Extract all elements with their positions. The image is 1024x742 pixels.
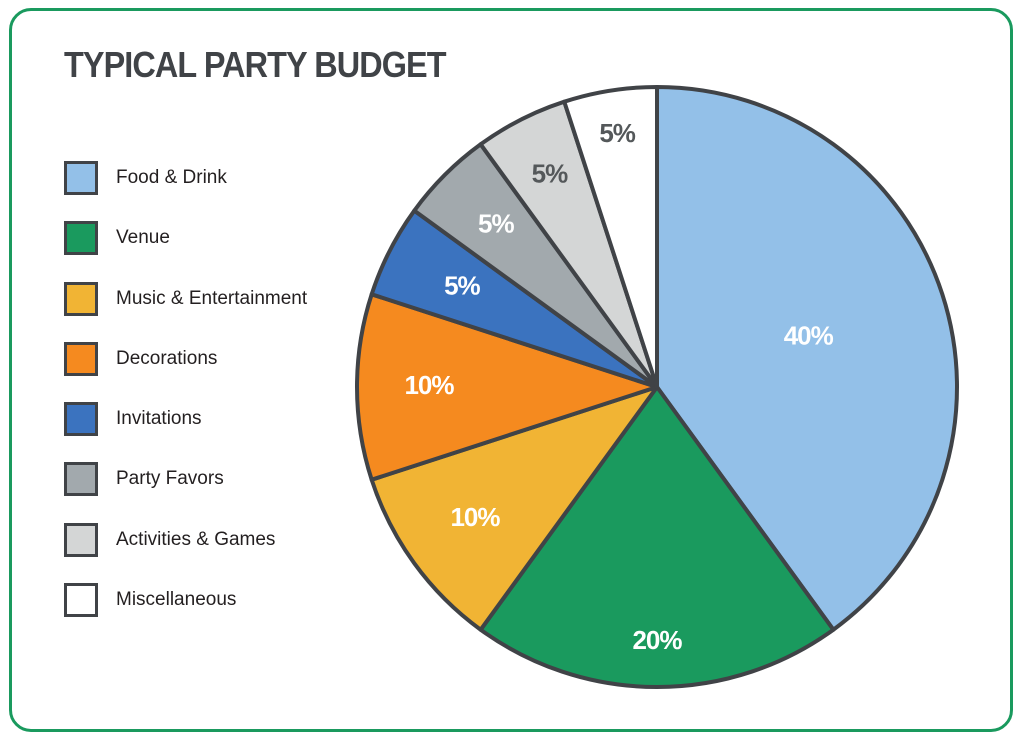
legend-label: Venue: [116, 227, 170, 249]
legend-item-party-favors: Party Favors: [64, 459, 307, 499]
legend-swatch: [64, 341, 98, 376]
legend-swatch: [64, 402, 98, 437]
legend-label: Decorations: [116, 347, 218, 369]
slice-value-label: 10%: [450, 502, 500, 532]
pie-slice-venue: [478, 385, 836, 689]
pie-slice-music-and-entertainment: [369, 385, 659, 632]
slice-value-label: 20%: [632, 625, 682, 655]
legend-swatch: [64, 462, 98, 497]
legend-label: Activities & Games: [116, 528, 276, 550]
chart-title: TYPICAL PARTY BUDGET: [64, 44, 447, 85]
legend-label: Invitations: [116, 408, 202, 430]
legend-swatch: [64, 281, 98, 316]
legend-item-decorations: Decorations: [64, 339, 307, 379]
slice-value-label: 5%: [444, 270, 480, 300]
legend-item-activities-and-games: Activities & Games: [64, 520, 307, 560]
legend-item-food-and-drink: Food & Drink: [64, 158, 307, 198]
pie-slice-miscellaneous: [562, 85, 659, 389]
legend-swatch: [64, 522, 98, 557]
slice-value-label: 5%: [532, 159, 568, 189]
pie-slice-decorations: [355, 292, 659, 482]
legend: Food & Drink Venue Music & Entertainment De…: [64, 158, 307, 640]
legend-swatch: [64, 221, 98, 256]
slice-value-label: 10%: [404, 370, 454, 400]
slice-value-label: 5%: [599, 118, 635, 148]
legend-label: Food & Drink: [116, 167, 227, 188]
legend-item-invitations: Invitations: [64, 399, 307, 439]
legend-swatch: [64, 161, 98, 195]
legend-item-venue: Venue: [64, 218, 307, 258]
slice-value-label: 40%: [784, 321, 834, 351]
legend-label: Miscellaneous: [116, 589, 237, 611]
legend-swatch: [64, 583, 98, 618]
pie-slice-food-and-drink: [655, 85, 959, 632]
legend-item-music-and-entertainment: Music & Entertainment: [64, 279, 307, 319]
legend-label: Party Favors: [116, 468, 224, 490]
legend-label: Music & Entertainment: [116, 287, 308, 309]
legend-item-miscellaneous: Miscellaneous: [64, 580, 307, 620]
slice-value-label: 5%: [478, 209, 514, 239]
